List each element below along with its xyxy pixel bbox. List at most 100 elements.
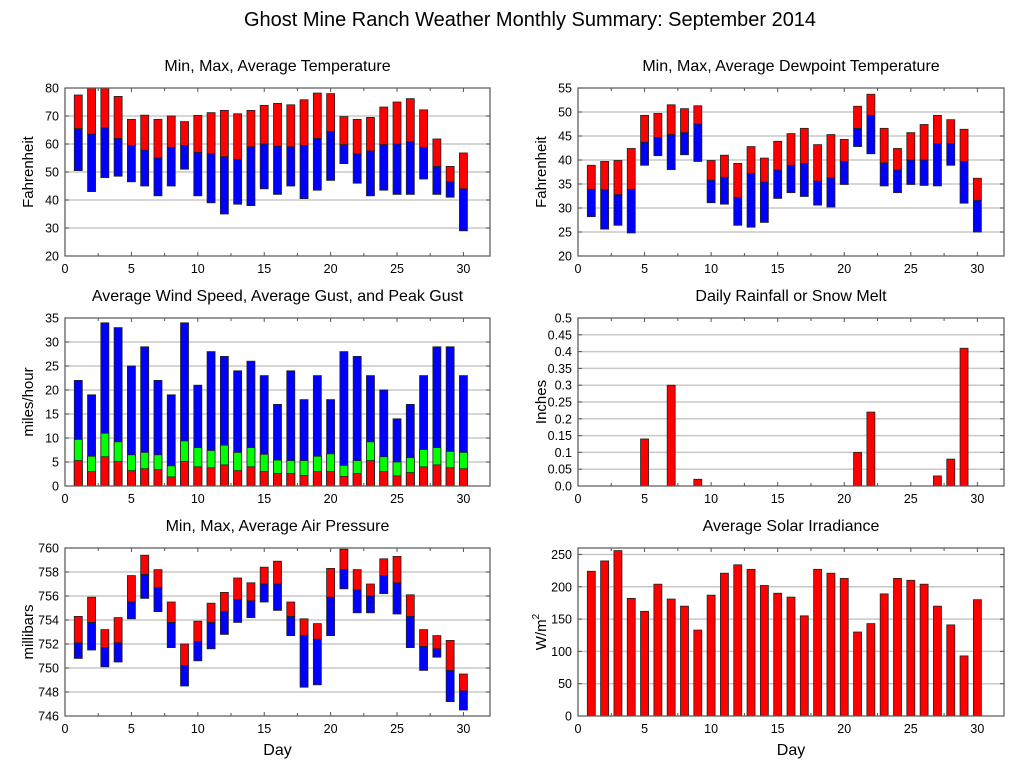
bar (233, 470, 243, 487)
temperature-plot: 20 30 40 50 60 70 80 0 5 10 15 20 25 30 Fahrenheit (20, 82, 491, 276)
bar (693, 629, 703, 717)
y-tick-label: 250 (551, 548, 572, 562)
bar (166, 476, 176, 487)
bar (866, 411, 876, 487)
bar (773, 140, 783, 171)
bar (113, 461, 123, 487)
bar (193, 641, 203, 662)
bar (127, 575, 136, 603)
bar (919, 124, 929, 161)
x-tick-label: 5 (128, 492, 135, 506)
x-tick-label: 30 (970, 262, 984, 276)
y-tick-label: 20 (45, 250, 59, 264)
bar (219, 592, 229, 613)
bar (259, 104, 269, 145)
bar (379, 575, 389, 594)
bar (339, 569, 349, 590)
x-tick-label: 30 (456, 262, 470, 276)
bar (680, 132, 689, 156)
bar (219, 611, 229, 635)
bar (352, 153, 362, 184)
pressure-chart: Min, Max, Average Air Pressure 746 748 750… (0, 510, 513, 772)
bar (879, 162, 889, 187)
bar (206, 112, 216, 155)
bar (219, 110, 229, 158)
bar (826, 134, 836, 179)
bar (600, 189, 610, 230)
bar (853, 631, 862, 717)
bar (693, 123, 703, 162)
bar (379, 144, 389, 191)
y-tick-label: 750 (38, 662, 59, 676)
x-tick-label: 30 (970, 492, 984, 506)
bar (640, 438, 649, 487)
bar (366, 117, 375, 152)
bar (693, 105, 703, 125)
bar (706, 179, 716, 204)
bar (153, 118, 163, 159)
x-tick-label: 20 (324, 262, 338, 276)
bar (113, 642, 123, 663)
bar (259, 471, 269, 487)
bar (826, 572, 836, 717)
y-axis-label: millibars (20, 604, 37, 659)
bar (259, 583, 269, 603)
bar (246, 146, 256, 207)
bar (773, 169, 783, 199)
bar (352, 118, 362, 155)
y-tick-label: 0.3 (555, 379, 572, 393)
bar (193, 115, 203, 153)
y-tick-label: 0.4 (555, 345, 572, 359)
bar (666, 134, 676, 170)
bar (286, 601, 296, 617)
bar (166, 601, 176, 623)
y-tick-label: 25 (45, 360, 59, 374)
bar (445, 639, 455, 671)
y-tick-label: 0 (565, 710, 572, 724)
bar (392, 101, 402, 145)
wind-plot: 0 5 10 15 20 25 30 35 0 5 10 15 20 25 30 miles/hour (20, 312, 491, 506)
bar (153, 157, 163, 197)
bar (73, 616, 83, 644)
bar (933, 143, 942, 187)
bar (432, 635, 442, 650)
chart-title: Average Wind Speed, Average Gust, and Pe… (91, 288, 464, 305)
bar (959, 161, 969, 204)
x-tick-label: 30 (456, 722, 470, 736)
bar (246, 466, 256, 487)
bar (206, 467, 216, 487)
bar (459, 690, 468, 711)
x-tick-label: 5 (641, 262, 648, 276)
bar (299, 145, 309, 200)
bar (813, 144, 823, 182)
bar (87, 622, 96, 651)
bar (405, 472, 415, 487)
y-axis-label: W/m2 (531, 613, 550, 650)
x-tick-label: 25 (390, 722, 404, 736)
bar (113, 96, 123, 139)
bar (733, 564, 743, 717)
chart-title: Daily Rainfall or Snow Melt (695, 288, 887, 305)
y-tick-label: 0.15 (548, 429, 572, 443)
x-tick-label: 15 (771, 722, 785, 736)
bar (312, 92, 322, 139)
bar (946, 624, 956, 717)
bar (366, 583, 375, 597)
bar (879, 127, 889, 164)
y-tick-label: 70 (45, 110, 59, 124)
bar (666, 598, 676, 717)
bar (746, 173, 756, 228)
bar (759, 157, 769, 183)
y-tick-label: 0.25 (548, 396, 572, 410)
bar (140, 149, 150, 187)
bar (826, 177, 836, 208)
y-tick-label: 0.1 (555, 446, 572, 460)
chart-title: Min, Max, Average Air Pressure (165, 518, 390, 535)
main-title: Ghost Mine Ranch Weather Monthly Summary… (243, 9, 817, 31)
bar (959, 347, 969, 487)
bar (946, 143, 956, 166)
bar (893, 169, 902, 194)
bar (206, 622, 216, 650)
bar (853, 451, 862, 487)
bar (180, 665, 189, 687)
